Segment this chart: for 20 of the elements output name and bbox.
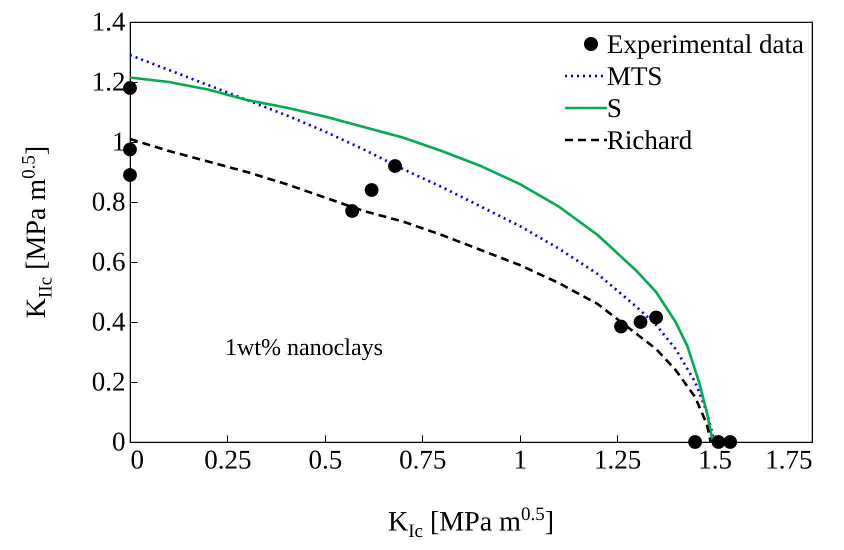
- annotation: 1wt% nanoclays: [225, 335, 383, 362]
- y-tick-label: 1: [112, 126, 126, 156]
- x-tick-label: 1.25: [594, 444, 642, 474]
- x-tick-label: 0.5: [308, 444, 342, 474]
- x-tick-label: 1.75: [765, 444, 812, 474]
- legend-label: MTS: [606, 60, 662, 92]
- x-tick-label: 1: [513, 444, 527, 474]
- x-axis-title: K$_{Ic}$ [MPa m$^{0.5}$]: [388, 504, 554, 543]
- x-tick-label: 0.25: [204, 444, 252, 474]
- legend-label: S: [606, 92, 622, 124]
- x-tick-label: 0.75: [399, 444, 446, 474]
- legend-label: Experimental data: [606, 28, 804, 60]
- y-tick-label: 0.2: [92, 366, 126, 396]
- y-tick-label: 1.4: [92, 6, 126, 36]
- y-tick-label: 0.4: [92, 306, 126, 336]
- y-tick-label: 0.6: [92, 246, 126, 276]
- legend-label: Richard: [606, 124, 692, 156]
- x-tick-label: 1.5: [698, 444, 732, 474]
- y-tick-label: 1.2: [92, 66, 126, 96]
- y-tick-label: 0.8: [92, 186, 126, 216]
